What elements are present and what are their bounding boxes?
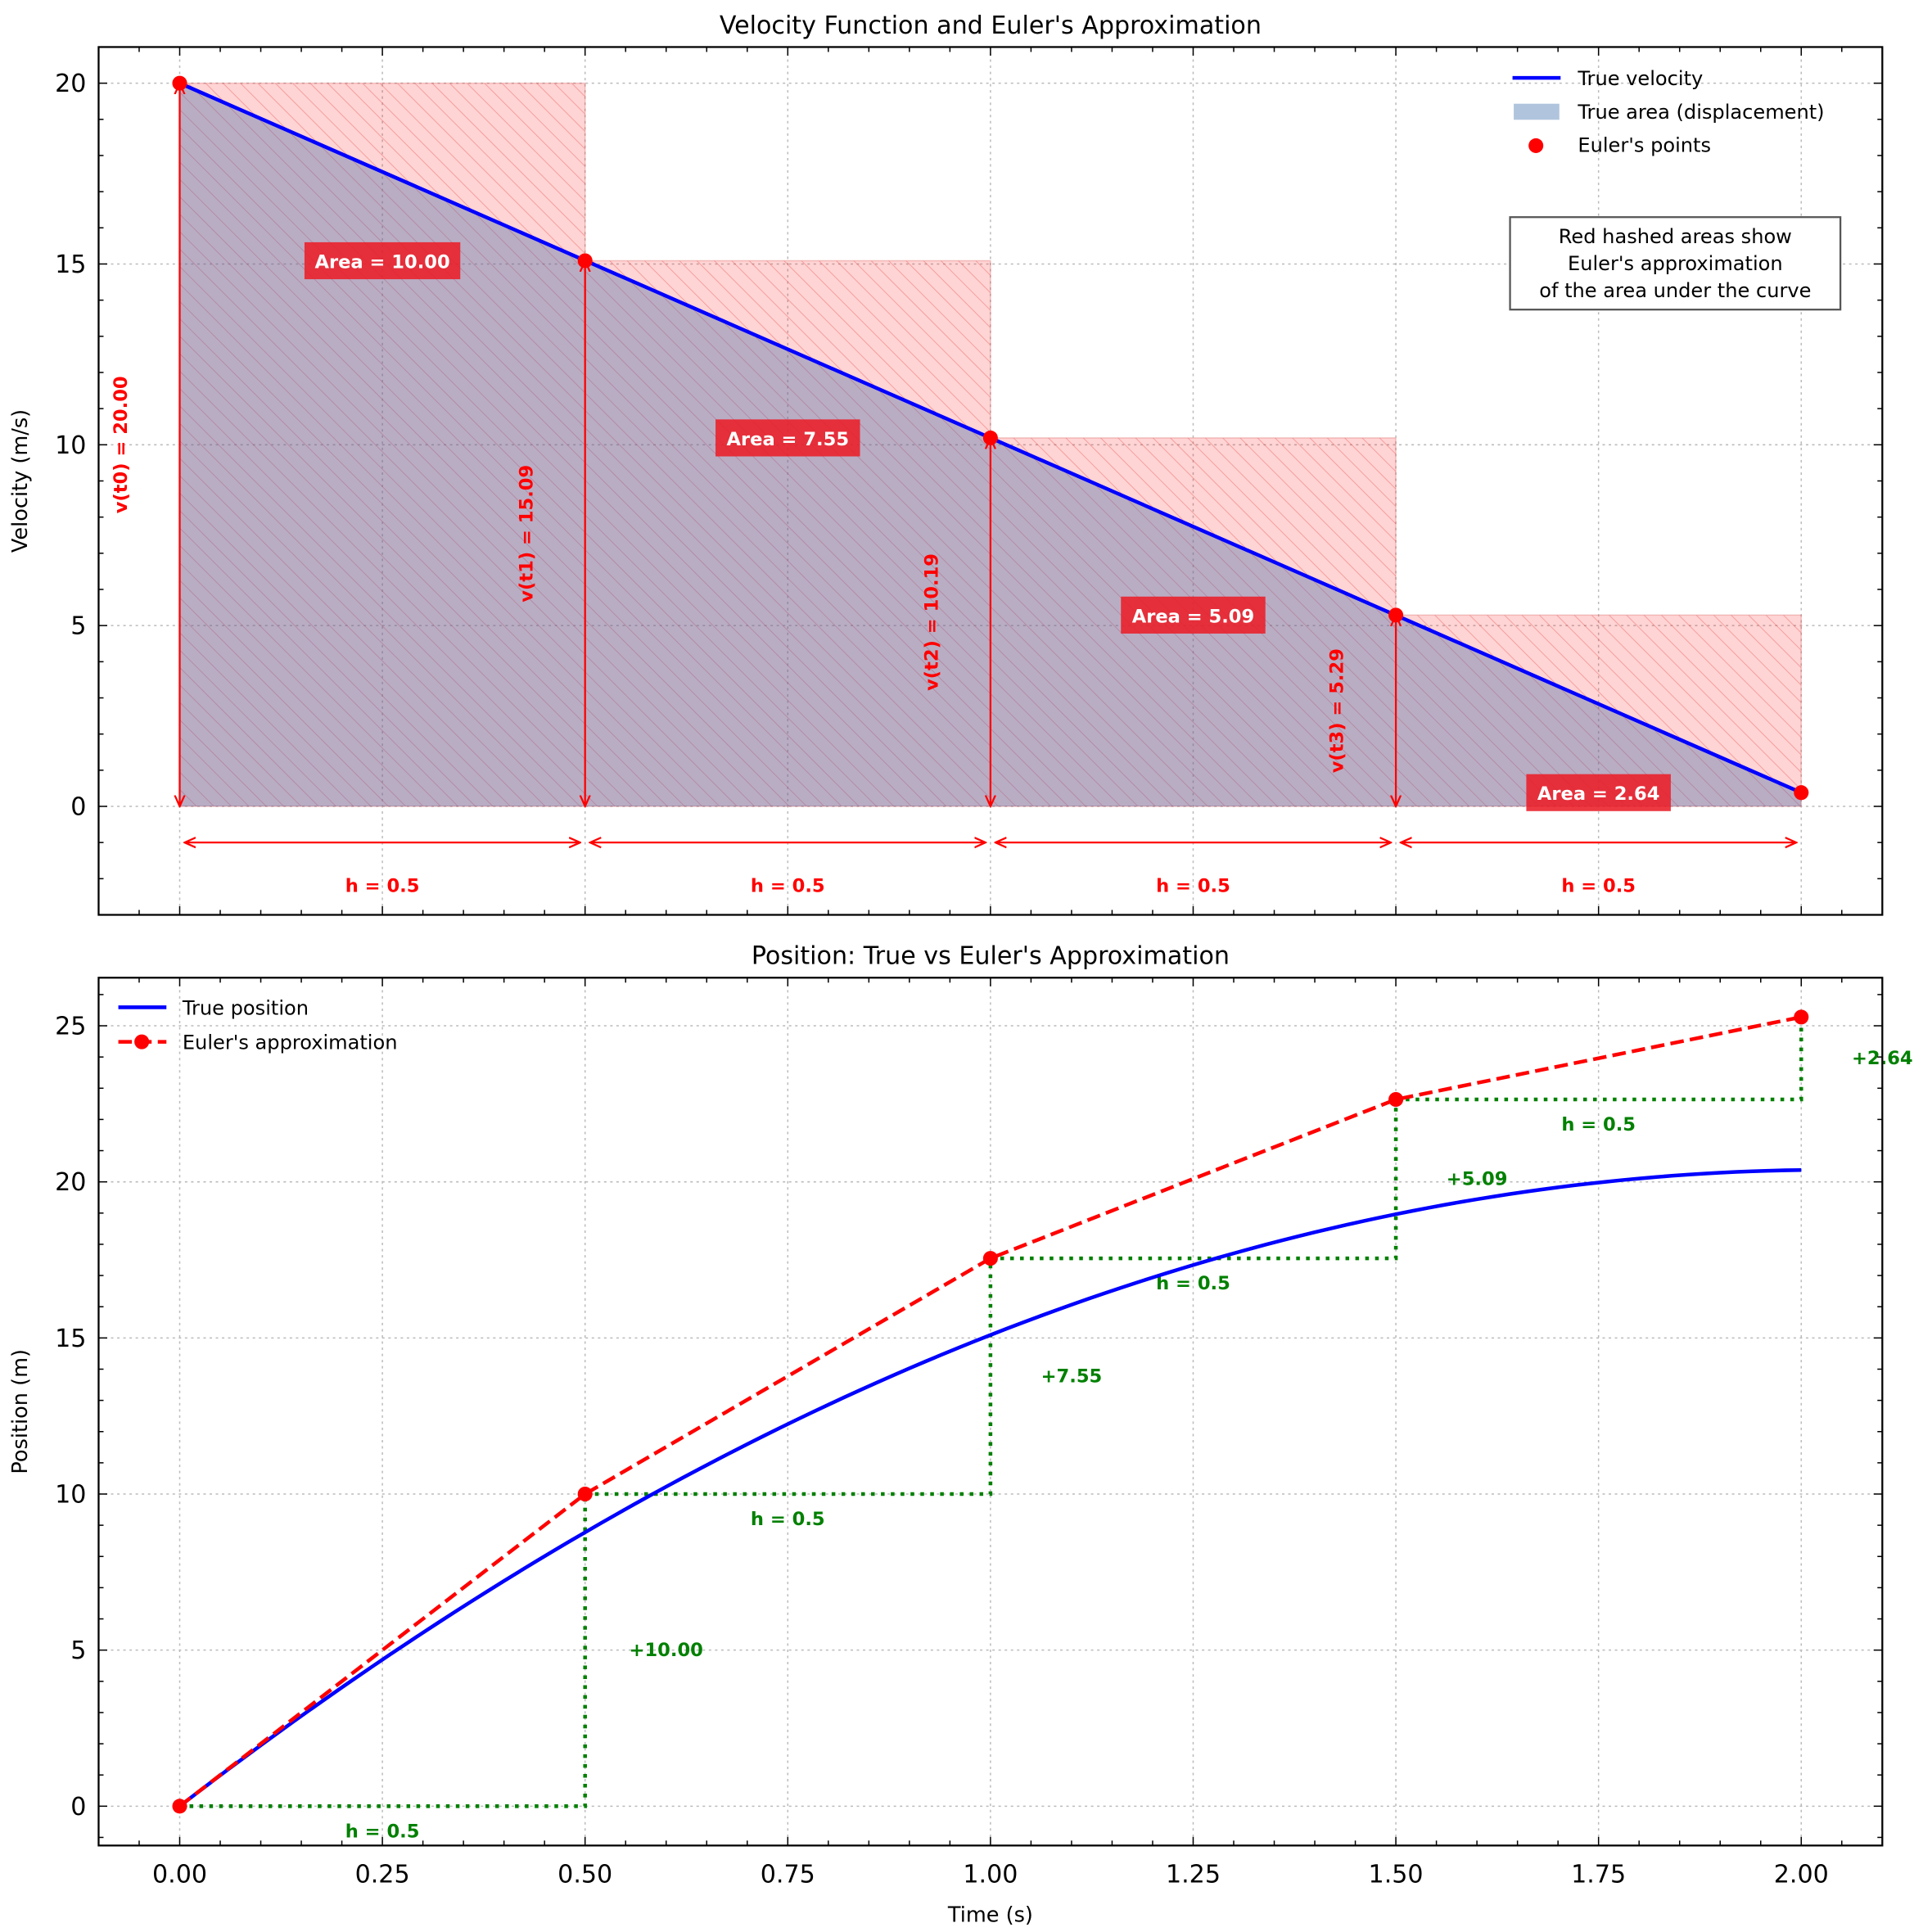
x-tick-label: 0.00: [152, 1861, 207, 1889]
increment-label: +10.00: [630, 1640, 703, 1661]
y-tick-label: 0: [70, 793, 86, 822]
legend-label: True position: [182, 996, 309, 1019]
y-axis-label: Position (m): [8, 1349, 33, 1474]
x-tick-label: 2.00: [1774, 1861, 1829, 1889]
note-text: Euler's approximation: [1568, 252, 1783, 275]
area-label: Area = 2.64: [1537, 783, 1660, 805]
step-label: h = 0.5: [751, 876, 825, 897]
y-tick-label: 20: [55, 70, 86, 98]
y-tick-label: 5: [70, 612, 86, 641]
legend: True velocity True area (displacement) Eul…: [1512, 67, 1825, 156]
euler-point: [1388, 607, 1404, 623]
euler-step: [990, 1099, 1398, 1261]
x-tick-label: 1.50: [1369, 1861, 1424, 1889]
euler-point: [577, 253, 593, 269]
chart-title: Position: True vs Euler's Approximation: [752, 942, 1230, 971]
step-label: h = 0.5: [751, 1509, 825, 1530]
euler-line: [178, 1015, 1802, 1808]
x-tick-label: 0.75: [761, 1861, 815, 1889]
area-label-box: [1121, 596, 1266, 634]
euler-point: [577, 1486, 593, 1502]
y-tick-label: 20: [55, 1168, 86, 1197]
y-tick-label: 25: [55, 1013, 86, 1041]
legend-point-icon: [1528, 138, 1544, 153]
euler-point: [1794, 785, 1809, 801]
legend-area-icon: [1514, 103, 1560, 120]
x-tick-label: 1.25: [1166, 1861, 1221, 1889]
x-tick-label: 0.25: [355, 1861, 410, 1889]
area-label-box: [1526, 774, 1671, 811]
y-tick-label: 10: [55, 431, 86, 460]
legend-label: Euler's points: [1578, 133, 1711, 156]
legend-label: True velocity: [1577, 67, 1703, 90]
note-box: Red hashed areas show Euler's approximati…: [1509, 216, 1842, 311]
step-label: h = 0.5: [1561, 1114, 1636, 1135]
area-label: Area = 7.55: [727, 429, 850, 450]
euler-point: [982, 1251, 998, 1266]
y-tick-label: 0: [70, 1793, 86, 1821]
area-label-box: [304, 242, 461, 280]
area-label-box: [715, 419, 860, 457]
position-chart: h = 0.5+10.00h = 0.5+7.55h = 0.5+5.09h =…: [8, 942, 1912, 1928]
area-label: Area = 10.00: [314, 252, 449, 273]
euler-step: [1396, 1017, 1803, 1102]
euler-rect: [584, 260, 991, 807]
x-tick-label: 1.00: [963, 1861, 1018, 1889]
value-label: v(t1) = 15.09: [516, 465, 537, 603]
value-label: v(t0) = 20.00: [111, 376, 132, 513]
legend-point-icon: [134, 1034, 150, 1050]
grid: [98, 977, 1883, 1846]
x-tick-label: 1.75: [1571, 1861, 1626, 1889]
euler-point: [172, 75, 187, 91]
step-label: h = 0.5: [1156, 1273, 1230, 1294]
euler-point: [1794, 1009, 1809, 1025]
note-frame: [1509, 216, 1842, 311]
velocity-chart: v(t0) = 20.00 h = 0.5 Area = 10.00 v(t1) = …: [8, 11, 1884, 916]
note-text: Red hashed areas show: [1559, 225, 1792, 248]
increment-label: +5.09: [1447, 1169, 1508, 1190]
area-label: Area = 5.09: [1132, 606, 1255, 627]
legend-label: Euler's approximation: [183, 1031, 398, 1054]
legend-label: True area (displacement): [1577, 101, 1824, 124]
step-label: h = 0.5: [1561, 876, 1636, 897]
x-tick-label: 0.50: [557, 1861, 612, 1889]
euler-point: [1388, 1091, 1404, 1108]
step-label: h = 0.5: [345, 876, 420, 897]
y-tick-label: 15: [55, 1325, 86, 1353]
y-tick-label: 10: [55, 1481, 86, 1510]
increment-label: +7.55: [1041, 1366, 1103, 1388]
true-position-line: [178, 1167, 1802, 1808]
euler-point: [172, 1799, 187, 1814]
legend: True position Euler's approximation: [118, 996, 398, 1054]
step-label: h = 0.5: [1156, 876, 1230, 897]
y-tick-label: 5: [70, 1636, 86, 1665]
value-label: v(t2) = 10.19: [922, 553, 943, 691]
x-axis-label: Time (s): [947, 1903, 1033, 1928]
y-tick-label: 15: [55, 251, 86, 279]
note-text: of the area under the curve: [1539, 279, 1811, 302]
chart-title: Velocity Function and Euler's Approximat…: [720, 11, 1262, 40]
value-label: v(t3) = 5.29: [1327, 648, 1348, 773]
y-axis-label: Velocity (m/s): [8, 409, 33, 553]
euler-point: [982, 430, 998, 445]
euler-step: [179, 1494, 587, 1808]
